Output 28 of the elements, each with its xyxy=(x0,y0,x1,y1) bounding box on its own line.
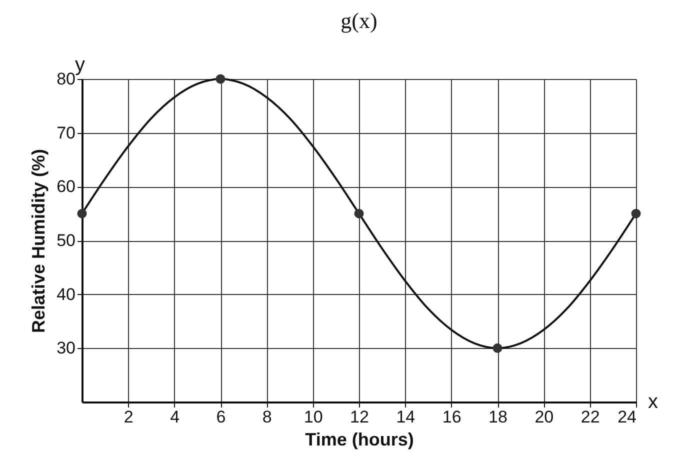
x-tick-label: 10 xyxy=(304,408,323,426)
point xyxy=(216,74,226,84)
text: x xyxy=(648,391,658,413)
x-tick-label: 24 xyxy=(618,408,636,426)
point xyxy=(77,208,87,218)
y-tick-label: 60 xyxy=(56,177,76,196)
text: y xyxy=(75,54,85,76)
chart-title: g(x) xyxy=(340,8,378,33)
x-tick-label: 18 xyxy=(488,408,508,426)
x-tick-label: 6 xyxy=(216,408,226,426)
y-tick-label: 70 xyxy=(56,123,76,142)
x-tick-label: 12 xyxy=(350,408,369,426)
x-tick-label: 20 xyxy=(534,408,554,426)
y-axis-title: Relative Humidity (%) xyxy=(28,148,49,334)
x-tick-label: 22 xyxy=(580,408,600,426)
x-tick-label: 8 xyxy=(262,408,272,426)
point xyxy=(631,208,641,218)
x-axis-title: Time (hours) xyxy=(305,430,414,450)
y-tick-label: 50 xyxy=(56,231,76,250)
y-tick-label: 40 xyxy=(56,284,76,304)
x-tick-label: 16 xyxy=(442,408,462,426)
x-tick-label: 14 xyxy=(396,408,416,426)
point xyxy=(492,343,502,353)
x-tick-label: 2 xyxy=(124,408,134,426)
x-tick-label: 4 xyxy=(170,408,180,426)
y-tick-label: 80 xyxy=(56,70,76,88)
point xyxy=(354,208,364,218)
y-tick-label: 30 xyxy=(56,338,76,358)
